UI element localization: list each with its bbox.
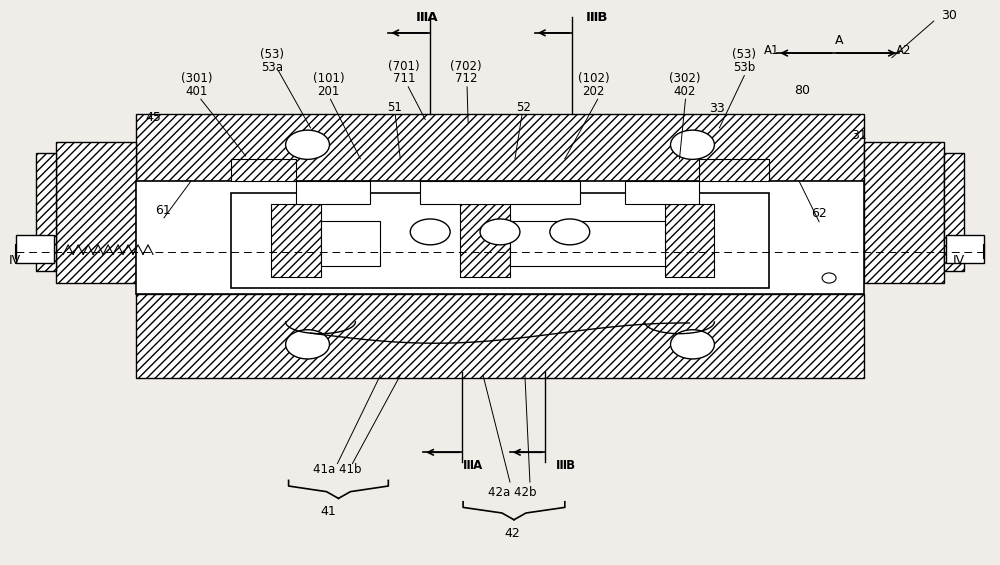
Bar xyxy=(320,221,380,266)
Text: 712: 712 xyxy=(455,72,477,85)
Text: 42: 42 xyxy=(504,527,520,540)
Text: ⅢB: ⅢB xyxy=(556,459,576,472)
Text: 402: 402 xyxy=(673,85,696,98)
Ellipse shape xyxy=(286,130,329,159)
Polygon shape xyxy=(699,159,769,181)
Polygon shape xyxy=(231,159,296,181)
Text: 201: 201 xyxy=(317,85,340,98)
Ellipse shape xyxy=(671,330,714,359)
Text: 45: 45 xyxy=(145,111,161,124)
Text: 711: 711 xyxy=(393,72,416,85)
Text: A2: A2 xyxy=(896,45,912,58)
Text: (53): (53) xyxy=(732,47,756,61)
Text: 51: 51 xyxy=(387,101,402,114)
Polygon shape xyxy=(460,204,510,277)
Polygon shape xyxy=(136,114,864,181)
Text: 53a: 53a xyxy=(261,61,283,74)
Text: 401: 401 xyxy=(186,85,208,98)
Polygon shape xyxy=(56,142,136,282)
Text: 61: 61 xyxy=(155,204,171,217)
Text: (101): (101) xyxy=(313,72,344,85)
Text: 33: 33 xyxy=(710,102,725,115)
Text: (53): (53) xyxy=(260,47,284,61)
Text: IV: IV xyxy=(953,254,965,267)
Bar xyxy=(420,181,580,204)
Bar xyxy=(16,234,54,263)
Ellipse shape xyxy=(550,219,590,245)
Polygon shape xyxy=(864,142,944,282)
Text: (702): (702) xyxy=(450,60,482,73)
Text: ⅢB: ⅢB xyxy=(585,11,608,24)
Text: 53b: 53b xyxy=(733,61,755,74)
Polygon shape xyxy=(36,153,56,271)
Polygon shape xyxy=(665,204,714,277)
Text: 202: 202 xyxy=(583,85,605,98)
Text: IV: IV xyxy=(8,254,20,267)
Bar xyxy=(296,181,370,204)
Ellipse shape xyxy=(410,219,450,245)
Text: 80: 80 xyxy=(794,84,810,97)
Ellipse shape xyxy=(671,130,714,159)
Text: 52: 52 xyxy=(516,101,531,114)
Text: A1: A1 xyxy=(763,45,779,58)
Polygon shape xyxy=(136,294,864,378)
Ellipse shape xyxy=(286,330,329,359)
Bar xyxy=(625,181,699,204)
Ellipse shape xyxy=(480,219,520,245)
Text: ⅢA: ⅢA xyxy=(416,11,439,24)
Bar xyxy=(946,234,984,263)
Text: 30: 30 xyxy=(941,9,957,22)
Text: ⅢA: ⅢA xyxy=(463,459,483,472)
Ellipse shape xyxy=(822,273,836,283)
Text: (102): (102) xyxy=(578,72,610,85)
Text: 42a 42b: 42a 42b xyxy=(488,486,536,499)
Text: (302): (302) xyxy=(669,72,700,85)
Text: (701): (701) xyxy=(388,60,420,73)
Text: 41: 41 xyxy=(321,505,336,518)
Text: (301): (301) xyxy=(181,72,213,85)
Text: 62: 62 xyxy=(811,207,827,220)
Text: A: A xyxy=(835,34,843,47)
Text: 31: 31 xyxy=(851,129,867,142)
Polygon shape xyxy=(271,204,320,277)
Bar xyxy=(136,181,864,294)
Bar xyxy=(510,221,665,266)
Polygon shape xyxy=(944,153,964,271)
Text: 41a 41b: 41a 41b xyxy=(313,463,362,476)
Bar xyxy=(231,193,769,288)
